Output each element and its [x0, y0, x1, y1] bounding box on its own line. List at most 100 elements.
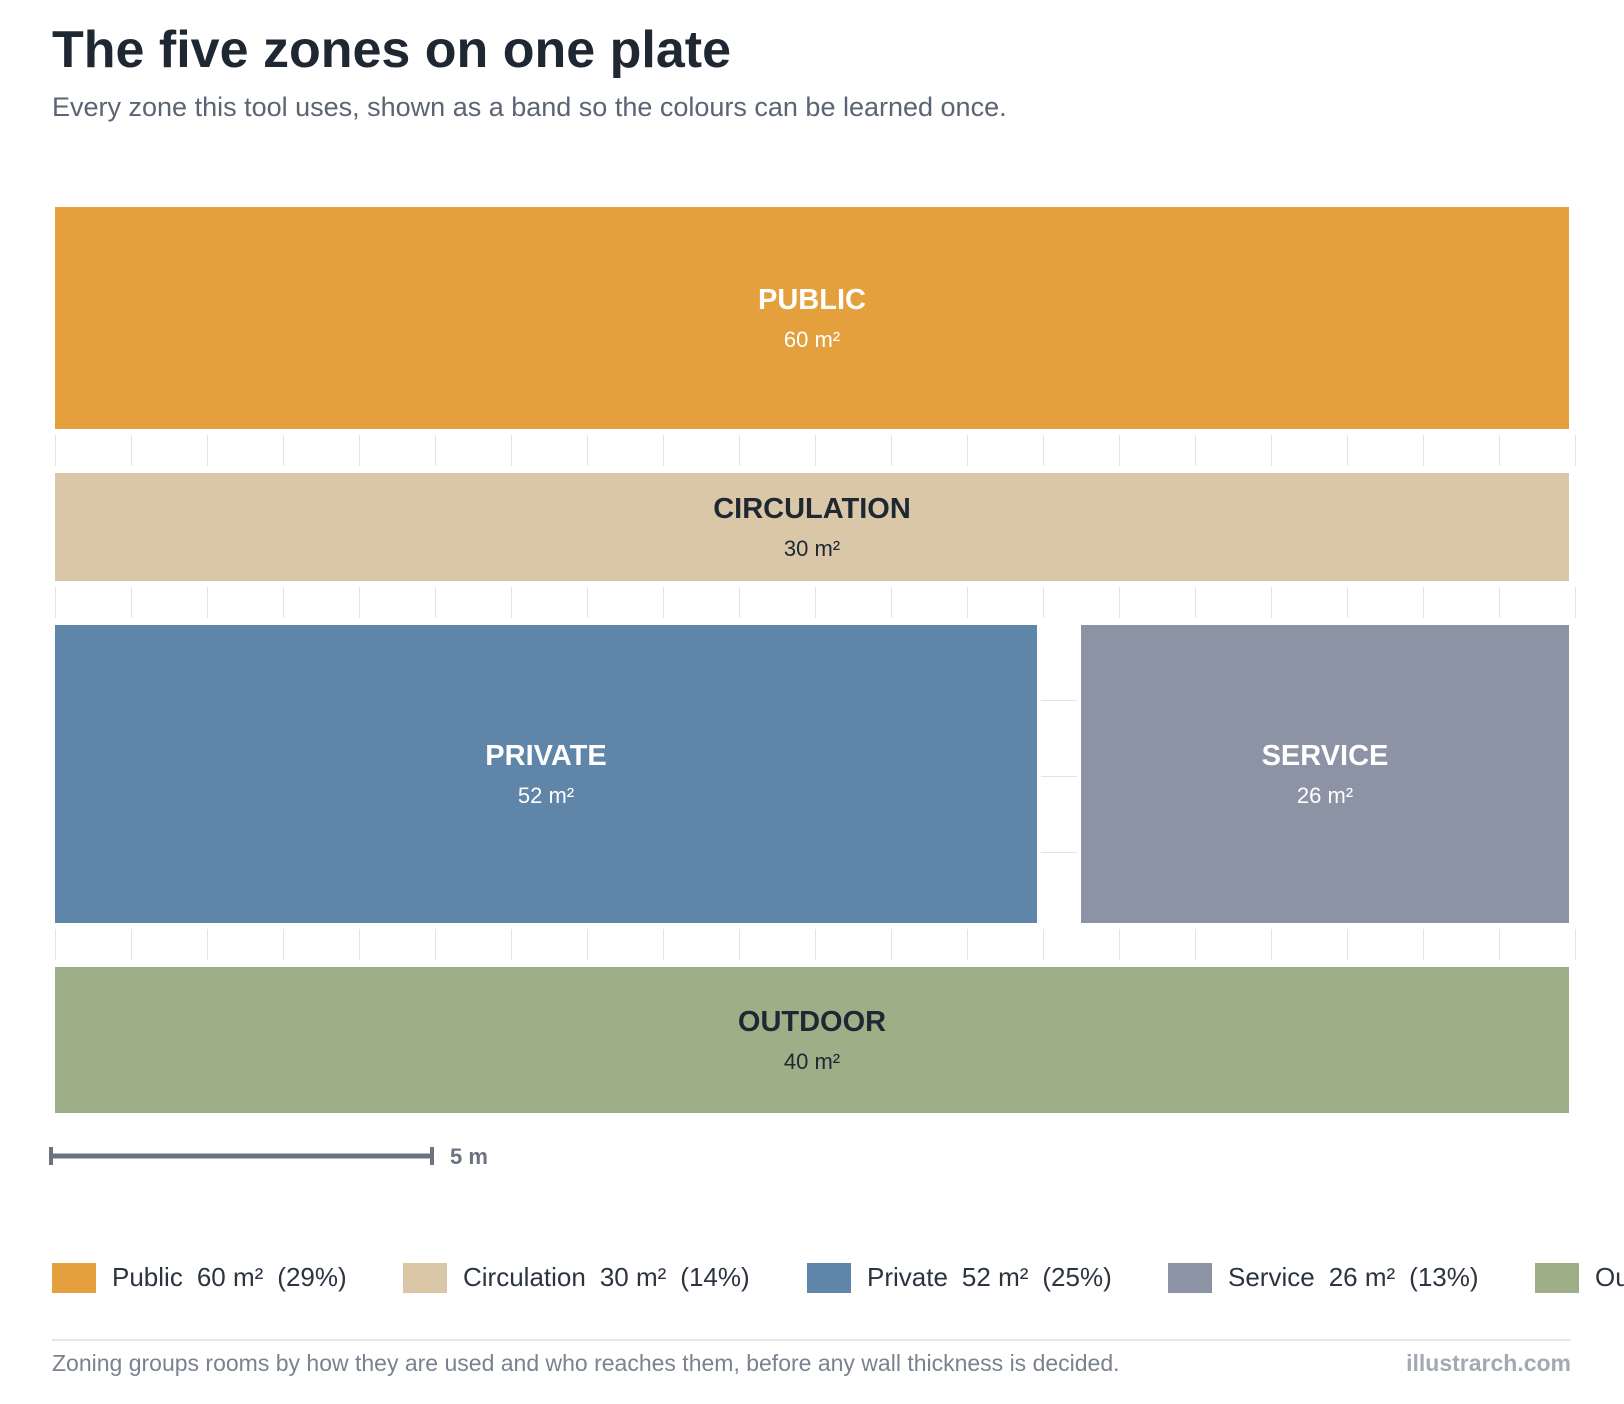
grid-tick: [1271, 929, 1272, 960]
legend-name: Outdoor: [1595, 1262, 1624, 1292]
legend-swatch: [403, 1262, 447, 1293]
zone-area: 60 m²: [783, 326, 841, 352]
legend-share: (29%): [277, 1262, 347, 1292]
grid-tick: [1499, 929, 1500, 960]
title: The five zones on one plate: [52, 21, 731, 79]
grid-tick: [663, 435, 664, 466]
divider: [52, 1339, 1571, 1341]
brand: illustrarch.com: [1406, 1350, 1571, 1376]
grid-tick: [207, 929, 208, 960]
grid-tick: [511, 435, 512, 466]
legend-name: Service: [1228, 1262, 1315, 1292]
grid-tick: [1119, 435, 1120, 466]
grid-tick: [435, 929, 436, 960]
grid-tick: [1423, 435, 1424, 466]
grid-tick: [1119, 929, 1120, 960]
grid-tick: [739, 435, 740, 466]
zone-name: Public: [758, 283, 866, 316]
grid-tick: [1347, 587, 1348, 618]
grid-tick: [207, 587, 208, 618]
grid-tick: [967, 929, 968, 960]
grid-tick: [1043, 587, 1044, 618]
grid-tick: [587, 587, 588, 618]
zone-area: 30 m²: [783, 535, 841, 561]
grid-tick: [1575, 587, 1576, 618]
grid-tick: [283, 435, 284, 466]
zone-band: Circulation 30 m²: [55, 473, 1569, 581]
grid-tick: [1043, 929, 1044, 960]
zone-area: 26 m²: [1296, 782, 1354, 808]
legend-swatch: [1168, 1262, 1212, 1293]
grid-tick: [1499, 587, 1500, 618]
grid-tick: [1041, 700, 1077, 701]
legend-name: Public: [112, 1262, 183, 1292]
grid-tick: [1499, 435, 1500, 466]
grid-tick: [1347, 435, 1348, 466]
grid-tick: [891, 587, 892, 618]
grid-tick: [359, 929, 360, 960]
grid-tick: [283, 587, 284, 618]
legend-swatch: [1535, 1262, 1579, 1293]
grid-tick: [891, 929, 892, 960]
grid-tick: [1423, 929, 1424, 960]
legend-item: Circulation 30 m² (14%): [403, 1262, 750, 1293]
grid-tick: [131, 929, 132, 960]
grid-tick: [55, 587, 56, 618]
zone-area: 52 m²: [517, 782, 575, 808]
subtitle: Every zone this tool uses, shown as a ba…: [52, 92, 1007, 122]
grid-tick: [1271, 435, 1272, 466]
grid-tick: [967, 587, 968, 618]
legend-swatch: [807, 1262, 851, 1293]
grid-tick: [511, 929, 512, 960]
legend-area: 52 m²: [961, 1262, 1029, 1292]
grid-tick: [663, 587, 664, 618]
grid-tick: [1575, 929, 1576, 960]
grid-tick: [587, 435, 588, 466]
grid-tick: [663, 929, 664, 960]
grid-tick: [435, 435, 436, 466]
zone-name: Service: [1261, 739, 1389, 772]
grid-tick: [131, 587, 132, 618]
legend-item: Public 60 m² (29%): [52, 1262, 347, 1293]
grid-tick: [1195, 587, 1196, 618]
zone-area: 40 m²: [783, 1048, 841, 1074]
grid-tick: [891, 435, 892, 466]
legend-share: (14%): [680, 1262, 750, 1292]
legend: Public 60 m² (29%) Circulation 30 m² (14%) Pri…: [52, 1262, 1624, 1302]
grid-tick: [283, 929, 284, 960]
grid-tick: [967, 435, 968, 466]
zone-band: Outdoor 40 m²: [55, 967, 1569, 1113]
grid-tick: [1119, 587, 1120, 618]
grid-tick: [359, 587, 360, 618]
grid-tick: [1575, 435, 1576, 466]
zone-band: Private 52 m²: [55, 625, 1037, 923]
grid-tick: [1423, 587, 1424, 618]
zone-name: Private: [485, 739, 607, 772]
grid-tick: [1347, 929, 1348, 960]
legend-swatch: [52, 1262, 96, 1293]
legend-item: Service 26 m² (13%): [1168, 1262, 1479, 1293]
grid-tick: [1043, 435, 1044, 466]
scale-bar: [49, 1147, 434, 1165]
grid-tick: [511, 587, 512, 618]
legend-area: 30 m²: [599, 1262, 667, 1292]
scale-label: 5 m: [450, 1144, 488, 1169]
grid-tick: [587, 929, 588, 960]
footer-note: Zoning groups rooms by how they are used…: [52, 1350, 1120, 1376]
legend-share: (13%): [1409, 1262, 1479, 1292]
grid-tick: [435, 587, 436, 618]
zone-band: Service 26 m²: [1081, 625, 1569, 923]
legend-name: Circulation: [463, 1262, 586, 1292]
grid-tick: [1041, 852, 1077, 853]
grid-tick: [1195, 435, 1196, 466]
grid-tick: [207, 435, 208, 466]
grid-tick: [359, 435, 360, 466]
grid-tick: [131, 435, 132, 466]
grid-tick: [815, 929, 816, 960]
legend-area: 60 m²: [196, 1262, 264, 1292]
zone-name: Circulation: [713, 492, 911, 525]
grid-tick: [1271, 587, 1272, 618]
legend-name: Private: [867, 1262, 948, 1292]
legend-item: Private 52 m² (25%): [807, 1262, 1112, 1293]
